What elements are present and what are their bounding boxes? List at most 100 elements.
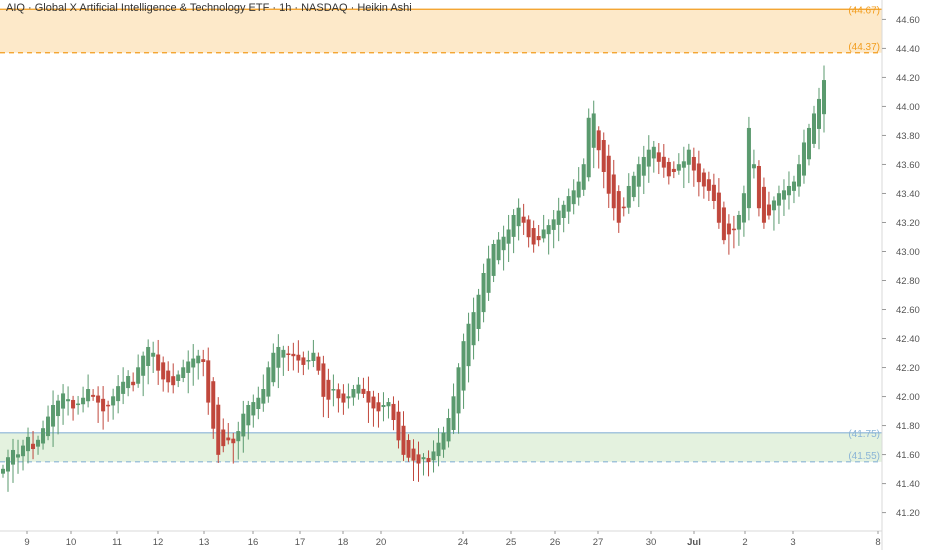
candle-body [206, 360, 211, 403]
candle-body [111, 396, 116, 406]
candle-body [806, 127, 811, 160]
candle-body [96, 395, 101, 403]
candle-body [676, 164, 681, 171]
candle-body [541, 229, 546, 239]
candle-body [686, 149, 691, 165]
candle-body [156, 354, 161, 371]
candle-body [461, 341, 466, 391]
y-tick-label: 43.60 [896, 160, 920, 171]
candle-body [731, 228, 736, 231]
candle-body [481, 273, 486, 313]
candle-body [536, 236, 541, 241]
zone-lower-label: (44.37) [848, 42, 880, 53]
candle-body [811, 113, 816, 144]
candle-body [556, 210, 561, 225]
x-tick-label: 16 [248, 537, 259, 548]
candle-body [401, 425, 406, 455]
candle-body [566, 196, 571, 212]
candle-body [391, 403, 396, 421]
y-tick-label: 44.00 [896, 102, 920, 113]
candle-body [176, 374, 181, 381]
x-tick-label: 25 [506, 537, 517, 548]
candle-body [371, 396, 376, 409]
candle-body [516, 207, 521, 227]
candle-body [551, 219, 556, 230]
y-tick-label: 42.40 [896, 334, 920, 345]
candle-body [606, 155, 611, 194]
x-tick-label: 27 [593, 537, 604, 548]
y-tick-label: 41.20 [896, 508, 920, 519]
candle-body [446, 418, 451, 442]
candle-body [256, 397, 261, 410]
y-tick-label: 44.20 [896, 73, 920, 84]
candle-body [106, 404, 111, 407]
x-tick-label: 17 [295, 537, 306, 548]
candle-body [451, 396, 456, 430]
candle-body [116, 386, 121, 402]
candle-body [721, 207, 726, 241]
candle-body [341, 393, 346, 403]
candle-body [436, 442, 441, 457]
candle-body [161, 362, 166, 380]
candle-body [471, 312, 476, 346]
candle-body [796, 164, 801, 187]
x-tick-label: 24 [458, 537, 469, 548]
candle-body [86, 389, 91, 402]
candle-body [786, 185, 791, 196]
candle-body [616, 191, 621, 223]
candle-body [151, 352, 156, 357]
candle-body [36, 439, 41, 447]
y-tick-label: 42.60 [896, 305, 920, 316]
candle-body [511, 214, 516, 237]
x-tick-label: 11 [112, 537, 122, 548]
y-tick-label: 41.80 [896, 421, 920, 432]
candle-body [781, 190, 786, 200]
candle-body [526, 219, 531, 238]
candle-body [641, 156, 646, 176]
candle-body [56, 400, 61, 417]
candle-body [696, 163, 701, 183]
zone-upper-label: (44.67) [848, 5, 880, 16]
candle-body [0, 468, 6, 474]
candle-body [76, 403, 81, 406]
candle-body [216, 404, 221, 455]
candle-body [726, 223, 731, 235]
candle-body [141, 355, 146, 376]
y-tick-label: 42.80 [896, 276, 920, 287]
candle-body [201, 359, 206, 362]
candle-body [486, 258, 491, 293]
candle-body [171, 376, 176, 386]
candle-body [231, 438, 236, 444]
candle-body [751, 164, 756, 169]
candle-body [191, 358, 196, 368]
candle-body [611, 174, 616, 209]
candle-body [496, 239, 501, 261]
x-tick-label: 18 [338, 537, 349, 548]
candle-body [646, 149, 651, 167]
candle-body [6, 457, 11, 472]
candle-body [581, 164, 586, 190]
candle-body [61, 393, 66, 409]
candle-body [131, 381, 136, 386]
candle-body [196, 355, 201, 364]
candle-body [311, 352, 316, 361]
candle-body [631, 175, 636, 198]
candle-body [126, 375, 131, 389]
zone-upper-label: (41.75) [848, 429, 880, 440]
y-tick-label: 42.00 [896, 392, 920, 403]
candle-body [211, 381, 216, 429]
candle-body [226, 437, 231, 441]
candle-body [336, 389, 341, 399]
y-tick-label: 41.60 [896, 450, 920, 461]
candle-body [386, 402, 391, 407]
candle-body [711, 184, 716, 201]
candle-body [426, 457, 431, 463]
candle-body [456, 367, 461, 414]
candle-body [421, 457, 426, 460]
y-tick-label: 43.20 [896, 218, 920, 229]
candle-body [321, 363, 326, 397]
y-tick-label: 42.20 [896, 363, 920, 374]
candle-body [591, 113, 596, 148]
